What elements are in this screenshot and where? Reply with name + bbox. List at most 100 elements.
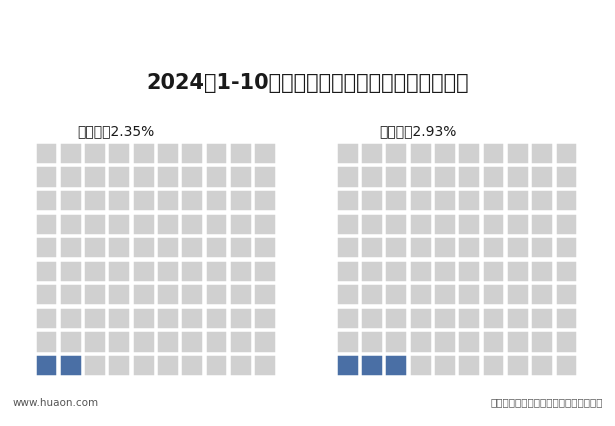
Bar (59, 307, 82, 329)
Bar (205, 213, 228, 235)
Bar (132, 331, 154, 353)
Bar (482, 354, 504, 376)
Bar (530, 213, 553, 235)
Bar (83, 307, 106, 329)
Bar (253, 166, 276, 188)
Bar (83, 260, 106, 282)
Bar (34, 307, 57, 329)
Bar (384, 236, 407, 259)
Bar (253, 260, 276, 282)
Bar (506, 260, 529, 282)
Bar (20, 8, 27, 47)
Bar (156, 307, 179, 329)
Bar (34, 190, 57, 212)
Bar (156, 260, 179, 282)
Text: 福利彩票2.35%: 福利彩票2.35% (77, 124, 155, 138)
Bar (180, 190, 203, 212)
Bar (205, 143, 228, 165)
Bar (482, 190, 504, 212)
Bar (205, 307, 228, 329)
Bar (360, 190, 383, 212)
Text: 数据来源：财政部，华经产业研究院整理: 数据来源：财政部，华经产业研究院整理 (490, 397, 603, 407)
Bar (555, 260, 577, 282)
Bar (336, 284, 359, 306)
Bar (530, 354, 553, 376)
Bar (336, 307, 359, 329)
Bar (384, 354, 407, 376)
Bar (253, 213, 276, 235)
Bar (156, 166, 179, 188)
Bar (180, 260, 203, 282)
Bar (83, 236, 106, 259)
Bar (384, 307, 407, 329)
Bar (482, 143, 504, 165)
Bar (336, 166, 359, 188)
Bar (433, 331, 456, 353)
Bar (83, 166, 106, 188)
Text: www.huaon.com: www.huaon.com (12, 397, 98, 407)
Bar (360, 166, 383, 188)
Bar (409, 354, 432, 376)
Bar (156, 331, 179, 353)
Bar (409, 331, 432, 353)
Bar (530, 236, 553, 259)
Bar (34, 284, 57, 306)
Bar (336, 190, 359, 212)
Bar (433, 260, 456, 282)
Bar (482, 166, 504, 188)
Bar (156, 284, 179, 306)
Bar (360, 331, 383, 353)
Bar (433, 166, 456, 188)
Bar (458, 143, 480, 165)
Bar (360, 236, 383, 259)
Bar (409, 166, 432, 188)
Bar (132, 143, 154, 165)
Bar (384, 143, 407, 165)
Bar (59, 166, 82, 188)
Bar (336, 213, 359, 235)
Bar (253, 307, 276, 329)
Bar (336, 236, 359, 259)
Bar (482, 331, 504, 353)
Bar (384, 284, 407, 306)
Bar (229, 166, 252, 188)
Bar (458, 236, 480, 259)
Bar (34, 213, 57, 235)
Bar (555, 284, 577, 306)
Bar (253, 331, 276, 353)
Bar (108, 307, 130, 329)
Bar (34, 331, 57, 353)
Bar (156, 190, 179, 212)
Bar (59, 190, 82, 212)
Bar (458, 213, 480, 235)
Bar (205, 190, 228, 212)
Text: 2024年1-10月重庆福彩及体彩销售额占全国比重: 2024年1-10月重庆福彩及体彩销售额占全国比重 (146, 72, 469, 92)
Bar (34, 236, 57, 259)
Bar (458, 260, 480, 282)
Bar (506, 307, 529, 329)
Bar (530, 307, 553, 329)
Bar (482, 213, 504, 235)
Bar (384, 260, 407, 282)
Bar (108, 284, 130, 306)
Bar (506, 190, 529, 212)
Bar (180, 143, 203, 165)
Bar (34, 354, 57, 376)
Bar (229, 331, 252, 353)
Text: 专业严谨 • 客观科学: 专业严谨 • 客观科学 (527, 20, 603, 33)
Bar (482, 236, 504, 259)
Bar (458, 354, 480, 376)
Bar (205, 166, 228, 188)
Bar (253, 190, 276, 212)
Bar (108, 166, 130, 188)
Text: 华经情报网: 华经情报网 (34, 20, 71, 33)
Bar (433, 213, 456, 235)
Bar (59, 354, 82, 376)
Bar (253, 354, 276, 376)
Bar (433, 284, 456, 306)
Bar (180, 331, 203, 353)
Bar (555, 331, 577, 353)
Bar (384, 331, 407, 353)
Bar (506, 166, 529, 188)
Bar (180, 307, 203, 329)
